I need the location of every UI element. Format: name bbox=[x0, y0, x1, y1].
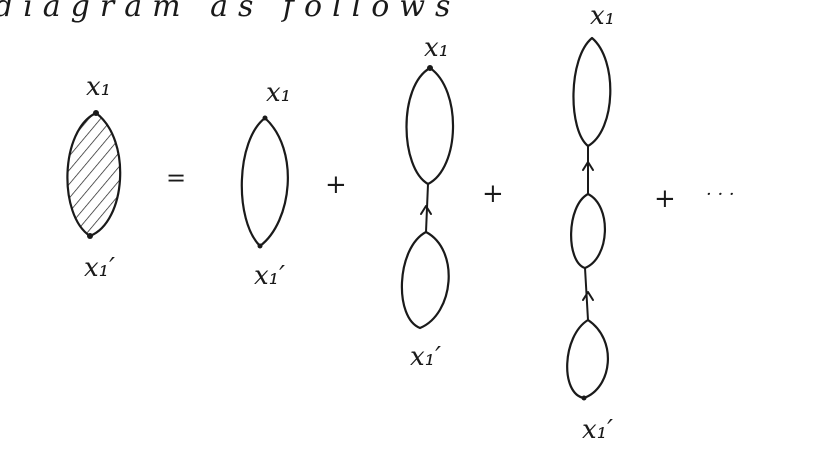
single-blob-term bbox=[240, 115, 289, 249]
arrow-up-icon bbox=[420, 205, 432, 215]
vertex-dot bbox=[93, 110, 99, 116]
label-x1-prime: x₁′ bbox=[254, 261, 285, 291]
vertex-dot bbox=[257, 243, 263, 249]
full-propagator-blob bbox=[66, 110, 122, 239]
label-x1: x₁ bbox=[424, 33, 449, 63]
label-x1: x₁ bbox=[86, 72, 111, 102]
header-text: diagram as follows bbox=[0, 0, 460, 24]
plus-sign: + bbox=[654, 184, 676, 214]
vertex-dot bbox=[427, 65, 433, 71]
plus-sign: + bbox=[482, 179, 504, 209]
plus-sign: + bbox=[325, 170, 347, 200]
label-x1-prime: x₁′ bbox=[84, 253, 115, 283]
arrow-up-icon bbox=[582, 161, 594, 171]
ellipsis: · · · bbox=[706, 184, 735, 205]
arrow-up-icon bbox=[582, 291, 594, 301]
label-x1-prime: x₁′ bbox=[582, 415, 613, 445]
label-x1: x₁ bbox=[590, 1, 615, 31]
label-x1-prime: x₁′ bbox=[410, 342, 441, 372]
vertex-dot bbox=[87, 233, 93, 239]
vertex-dot bbox=[581, 395, 587, 401]
three-blob-chain-term bbox=[566, 36, 612, 401]
vertex-dot bbox=[262, 115, 268, 121]
label-x1: x₁ bbox=[266, 78, 291, 108]
two-blob-chain-term bbox=[400, 65, 455, 330]
equals-sign: = bbox=[166, 164, 186, 192]
